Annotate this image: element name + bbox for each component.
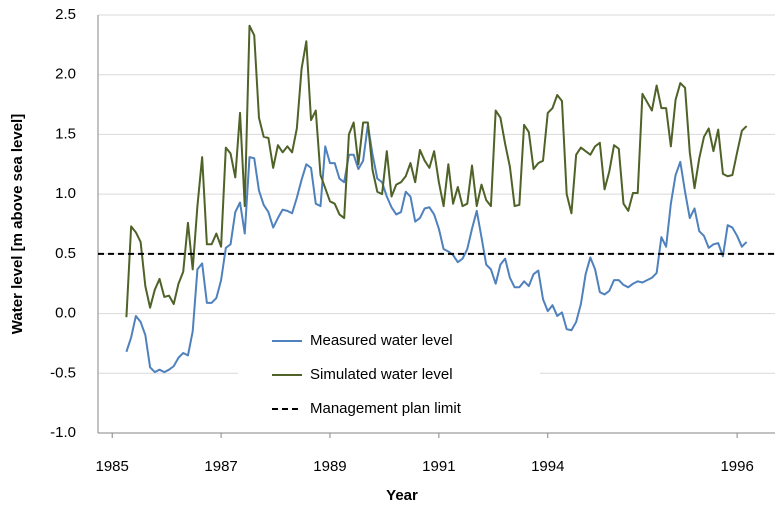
x-tick-label: 1985 bbox=[96, 458, 129, 475]
y-tick-label: 1.0 bbox=[55, 185, 76, 202]
y-axis-title: Water level [m above sea level] bbox=[9, 114, 26, 334]
y-tick-label: 2.0 bbox=[55, 66, 76, 83]
y-tick-label: -1.0 bbox=[50, 424, 76, 441]
x-axis-title: Year bbox=[386, 487, 418, 504]
y-tick-label: 2.5 bbox=[55, 6, 76, 23]
x-tick-label: 1996 bbox=[720, 458, 753, 475]
legend-label: Measured water level bbox=[310, 332, 453, 349]
x-tick-label: 1987 bbox=[204, 458, 237, 475]
y-tick-label: 1.5 bbox=[55, 125, 76, 142]
y-tick-label: 0.0 bbox=[55, 305, 76, 322]
series-line bbox=[125, 123, 748, 374]
y-tick-label: 0.5 bbox=[55, 245, 76, 262]
x-tick-label: 1994 bbox=[531, 458, 564, 475]
x-tick-label: 1989 bbox=[313, 458, 346, 475]
x-tick-label: 1991 bbox=[422, 458, 455, 475]
y-tick-label: -0.5 bbox=[50, 364, 76, 381]
legend-label: Simulated water level bbox=[310, 366, 453, 383]
series-line bbox=[125, 24, 748, 318]
legend-label: Management plan limit bbox=[310, 400, 462, 417]
